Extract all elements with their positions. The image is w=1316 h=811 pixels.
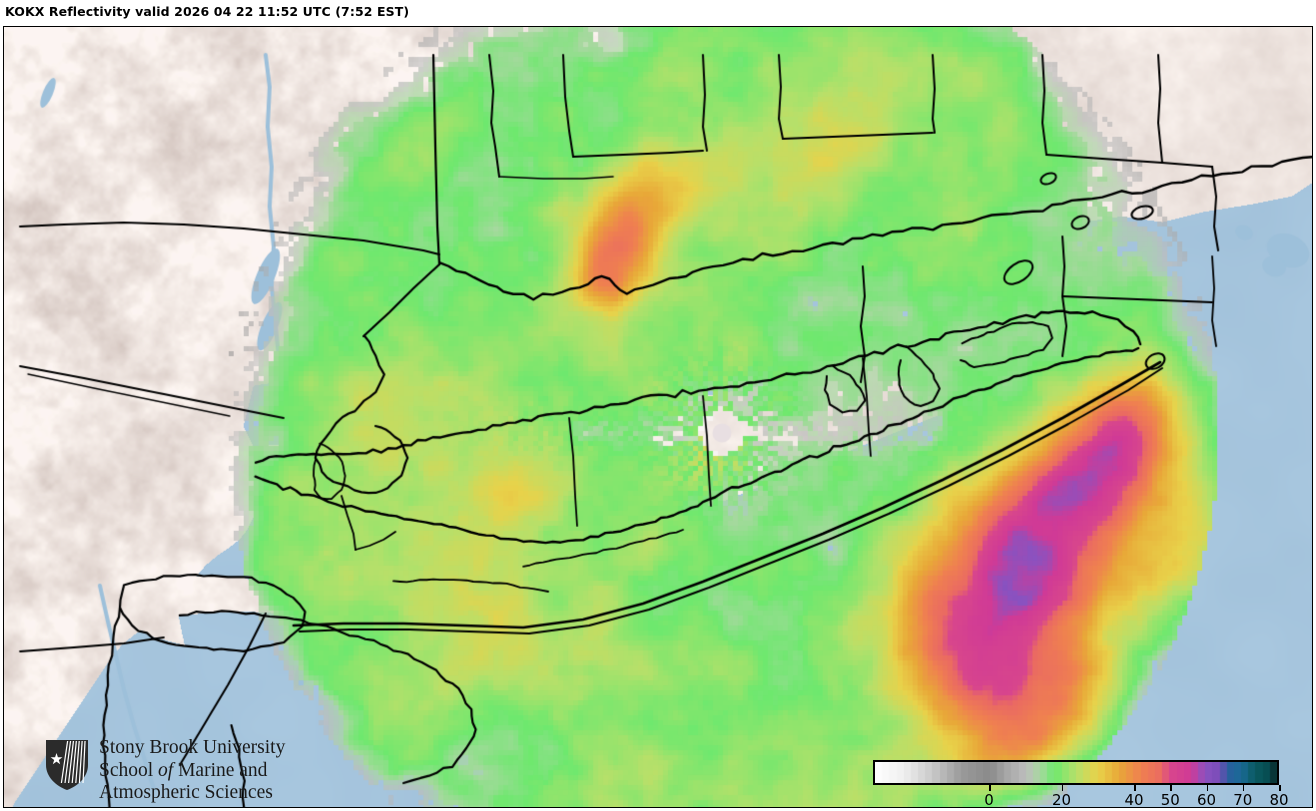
radar-reflectivity-canvas[interactable] [4,27,1312,807]
radar-map[interactable]: Stony Brook University School of Marine … [3,26,1313,808]
colorbar-ticks [873,785,1281,791]
colorbar-tick-label: 20 [1051,791,1072,808]
colorbar-tick-label: 40 [1124,791,1144,808]
colorbar-tick-label: 70 [1233,791,1253,808]
colorbar-tick-label: 50 [1160,791,1180,808]
colorbar-tick [1242,785,1245,791]
colorbar-tick-label: 60 [1196,791,1217,808]
colorbar-tick [1206,785,1208,791]
colorbar-tick-label: 0 [984,791,994,808]
colorbar-tick [1170,785,1172,791]
colorbar-tick-label: 80 [1269,791,1289,808]
reflectivity-colorbar: 0 20 40 50 60 70 80 [873,760,1289,808]
colorbar-tick [989,785,991,791]
colorbar-gradient [875,762,1277,783]
colorbar-bar [873,760,1279,785]
colorbar-tick [1134,785,1136,791]
colorbar-labels: 0 20 40 50 60 70 80 [873,791,1288,808]
colorbar-tick [1279,785,1281,791]
page-title: KOKX Reflectivity valid 2026 04 22 11:52… [5,4,410,19]
colorbar-tick [1061,785,1063,791]
title-bar: KOKX Reflectivity valid 2026 04 22 11:52… [0,0,1316,25]
